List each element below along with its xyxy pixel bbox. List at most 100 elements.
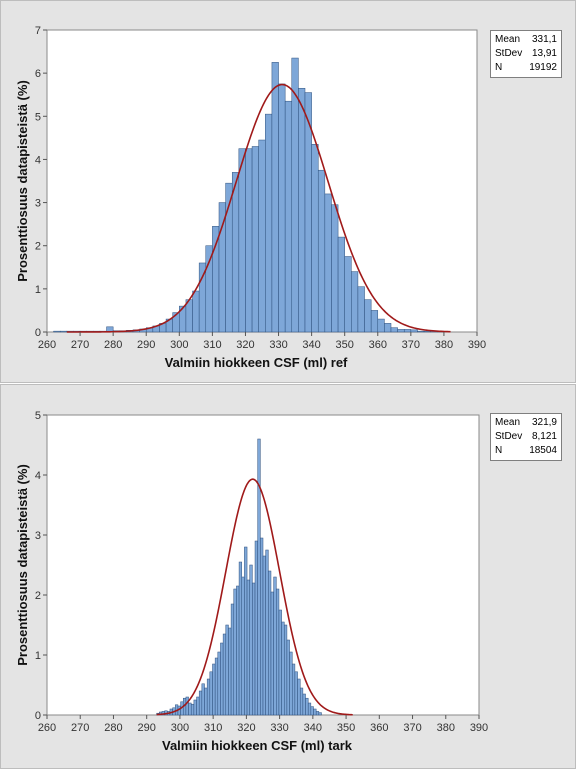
histogram-bar (317, 169, 326, 333)
histogram-bar (331, 204, 339, 333)
y-tick-label: 1 (35, 284, 41, 296)
histogram-bar (212, 663, 216, 716)
stats-value-n: 19192 (529, 62, 557, 73)
histogram-bar (324, 193, 332, 333)
x-tick-label: 260 (38, 722, 56, 734)
stats-value-mean: 331,1 (531, 34, 557, 45)
histogram-bar (192, 290, 200, 333)
histogram-bar (417, 330, 425, 333)
x-tick-label: 330 (269, 339, 287, 351)
x-tick-label: 260 (38, 339, 56, 351)
x-axis: 260 270 280 290 300 310 320 330 340 350 360 370 380 3… (38, 715, 488, 734)
histogram-bar (384, 323, 392, 333)
histogram-bar (258, 139, 266, 333)
histogram-bar (313, 708, 317, 716)
y-tick-label: 7 (35, 25, 41, 37)
histogram-bar (231, 172, 240, 333)
y-tick-label: 0 (35, 327, 41, 339)
histogram-ref: 260 270 280 290 300 310 320 330 340 350 360 370 380 3… (15, 25, 486, 370)
stats-label-stdev: StDev (495, 48, 523, 59)
histogram-bar (265, 113, 273, 333)
y-tick-label: 2 (35, 590, 41, 602)
histogram-bar (284, 624, 288, 716)
histogram-bar (251, 146, 259, 333)
histogram-bar (278, 83, 286, 333)
histogram-bar (286, 639, 290, 716)
x-tick-label: 290 (137, 339, 155, 351)
histogram-bar (410, 329, 418, 333)
x-tick-label: 310 (203, 339, 221, 351)
y-tick-label: 6 (35, 68, 41, 80)
histogram-tark: 260 270 280 290 300 310 320 330 340 350 360 370 380 3… (15, 410, 488, 753)
histogram-bar (276, 588, 280, 716)
histogram-bar (53, 330, 61, 333)
x-tick-label: 300 (170, 339, 188, 351)
histogram-bar (185, 696, 189, 716)
histogram-bar (238, 561, 242, 716)
stats-label-mean: Mean (495, 417, 521, 428)
x-tick-label: 370 (402, 339, 420, 351)
histogram-bar (318, 712, 322, 716)
x-tick-label: 320 (237, 722, 255, 734)
stats-value-stdev: 13,91 (531, 48, 557, 59)
histogram-bar (370, 310, 379, 333)
histogram-bar (185, 299, 193, 333)
histogram-bar (403, 329, 412, 333)
x-tick-label: 350 (337, 722, 355, 734)
histogram-bar (315, 711, 320, 716)
histogram-bar (59, 330, 68, 333)
x-tick-label: 340 (304, 722, 322, 734)
x-tick-label: 280 (104, 722, 122, 734)
stats-value-mean: 321,9 (531, 417, 557, 428)
x-tick-label: 370 (403, 722, 421, 734)
y-tick-label: 4 (35, 154, 41, 166)
histogram-bar (260, 537, 264, 716)
normal-fit-curve (66, 83, 451, 333)
x-tick-label: 320 (236, 339, 254, 351)
stats-row-n: N 19192 (495, 61, 557, 75)
y-tick-label: 1 (35, 650, 41, 662)
histogram-bar (246, 579, 250, 716)
histogram-bar (344, 256, 352, 333)
histogram-bar (351, 271, 359, 333)
histogram-bar (233, 588, 237, 716)
x-tick-label: 380 (435, 339, 453, 351)
x-tick-label: 330 (270, 722, 288, 734)
histogram-bar (230, 603, 235, 716)
histogram-bar (299, 687, 304, 716)
x-tick-label: 360 (370, 722, 388, 734)
histogram-bar (190, 703, 195, 716)
chart-panel-tark: 260 270 280 290 300 310 320 330 340 350 360 370 380 3… (0, 384, 576, 769)
histogram-bar (241, 576, 245, 716)
histogram-bar (310, 706, 314, 716)
histogram-bar (196, 696, 200, 716)
stats-row-mean: Mean 331,1 (495, 33, 557, 47)
histogram-bar (305, 697, 309, 716)
y-tick-label: 4 (35, 470, 41, 482)
histogram-bar (390, 327, 398, 333)
histogram-bar (273, 576, 277, 716)
y-axis: 0 1 2 3 4 5 (35, 410, 47, 722)
histogram-bar (238, 148, 246, 333)
histogram-bar (193, 699, 197, 716)
x-tick-label: 310 (204, 722, 222, 734)
histogram-bar (377, 318, 385, 333)
histogram-bar (289, 651, 293, 716)
x-tick-label: 380 (437, 722, 455, 734)
histogram-bar (217, 651, 221, 716)
stats-row-stdev: StDev 13,91 (495, 47, 557, 61)
histogram-bar (337, 236, 345, 333)
histogram-bar (222, 633, 227, 716)
stats-row-mean: Mean 321,9 (495, 416, 557, 430)
x-tick-label: 300 (171, 722, 189, 734)
histogram-bar (357, 286, 365, 333)
histogram-bar (284, 100, 293, 333)
histogram-bar (228, 627, 232, 716)
histogram-bar (206, 678, 211, 716)
histogram-bar (302, 693, 306, 716)
histogram-bar (291, 663, 296, 716)
x-tick-label: 340 (302, 339, 320, 351)
y-tick-label: 2 (35, 241, 41, 253)
y-tick-label: 3 (35, 530, 41, 542)
histogram-bar (188, 702, 192, 716)
